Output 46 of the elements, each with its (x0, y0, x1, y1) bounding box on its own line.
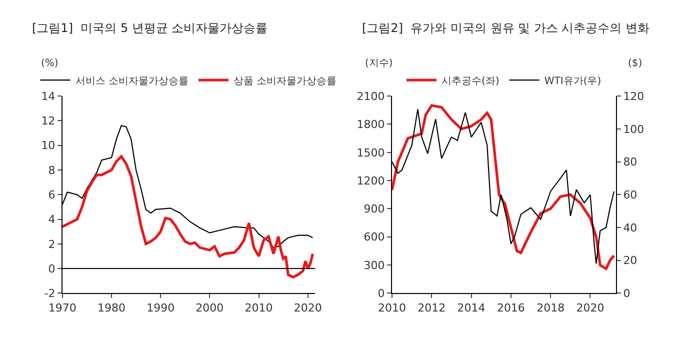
y-tick-label: 1800 (356, 118, 385, 132)
y-tick-label: 1200 (356, 174, 385, 188)
x-tick-label: 2014 (457, 301, 486, 314)
x-tick-label: 1970 (48, 301, 76, 314)
x-tick-label: 2016 (496, 301, 525, 314)
x-tick-label: 2010 (244, 301, 273, 314)
y2-tick-label: 0 (623, 287, 630, 300)
x-tick-label: 2018 (536, 301, 565, 314)
x-tick-label: 2000 (196, 301, 224, 314)
x-tick-label: 2020 (294, 301, 322, 314)
line-series (62, 155, 314, 278)
y-tick-label: 10 (41, 139, 56, 152)
y2-tick-label: 20 (623, 254, 638, 268)
y-tick-label: 12 (41, 114, 56, 128)
y2-tick-label: 60 (623, 188, 638, 202)
y2-tick-label: 40 (623, 221, 638, 234)
x-tick-label: 1980 (97, 301, 126, 314)
chart-title: [그림2] 유가와 미국의 원유 및 가스 시추공수의 변화 (362, 21, 650, 35)
y2-axis-title: ($) (628, 58, 642, 69)
y-tick-label: 14 (41, 90, 56, 103)
x-tick-label: 2012 (418, 301, 446, 314)
x-tick-label: 2010 (378, 301, 406, 314)
y-axis-title: (%) (41, 58, 58, 69)
legend-label: WTI유가(우) (544, 76, 602, 87)
x-tick-label: 1990 (146, 301, 175, 314)
y-tick-label: 8 (48, 164, 56, 177)
x-tick-label: 2020 (576, 301, 604, 314)
y-axis-title: (지수) (365, 58, 393, 69)
y-tick-label: 2100 (356, 90, 385, 103)
legend-label: 서비스 소비자물가상승률 (75, 76, 188, 87)
y2-tick-label: 80 (623, 156, 638, 169)
legend-label: 시추공수(좌) (442, 76, 500, 87)
y-tick-label: 4 (48, 213, 56, 226)
y-tick-label: 900 (364, 202, 385, 216)
y-tick-label: 0 (378, 287, 385, 300)
chart-title: [그림1] 미국의 5 년평균 소비자물가상승률 (32, 21, 268, 35)
y-tick-label: 600 (364, 230, 385, 244)
y2-tick-label: 120 (623, 90, 644, 103)
y-tick-label: 300 (364, 258, 385, 272)
y2-tick-label: 100 (623, 122, 644, 136)
y-tick-label: -2 (44, 287, 56, 300)
y-tick-label: 1500 (356, 146, 385, 160)
y-tick-label: 6 (48, 188, 56, 202)
y-tick-label: 0 (48, 262, 56, 276)
y-tick-label: 2 (48, 238, 56, 251)
legend-label: 상품 소비자물가상승률 (233, 76, 337, 87)
